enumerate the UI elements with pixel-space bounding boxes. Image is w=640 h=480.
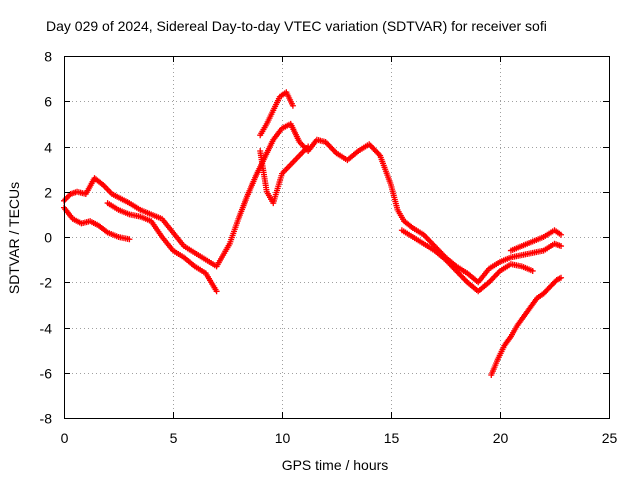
data-point <box>529 267 536 274</box>
y-tick-label: -6 <box>40 366 53 382</box>
axis-ticks <box>64 56 610 419</box>
y-tick-label: -2 <box>40 275 53 291</box>
grid <box>64 56 609 418</box>
y-tick-label: 2 <box>44 185 52 201</box>
x-tick-label: 10 <box>275 430 291 446</box>
data-point <box>558 274 565 281</box>
data-point <box>126 236 133 243</box>
y-tick-label: 6 <box>44 94 52 110</box>
x-tick-label: 20 <box>493 430 509 446</box>
x-tick-label: 0 <box>61 430 69 446</box>
x-tick-label: 5 <box>170 430 178 446</box>
y-tick-label: 8 <box>44 49 52 65</box>
x-tick-label: 15 <box>384 430 400 446</box>
y-tick-label: -8 <box>40 411 53 427</box>
data-points <box>61 89 565 379</box>
chart-title: Day 029 of 2024, Sidereal Day-to-day VTE… <box>46 18 547 34</box>
data-point <box>213 288 220 295</box>
x-axis-label: GPS time / hours <box>282 457 389 473</box>
data-point <box>558 243 565 250</box>
y-axis-label: SDTVAR / TECUs <box>6 182 22 294</box>
data-point <box>558 231 565 238</box>
data-point <box>289 102 296 109</box>
data-point <box>305 143 312 150</box>
y-tick-label: -4 <box>40 321 53 337</box>
x-tick-label: 25 <box>602 430 618 446</box>
y-tick-label: 4 <box>44 140 52 156</box>
y-tick-label: 0 <box>44 230 52 246</box>
